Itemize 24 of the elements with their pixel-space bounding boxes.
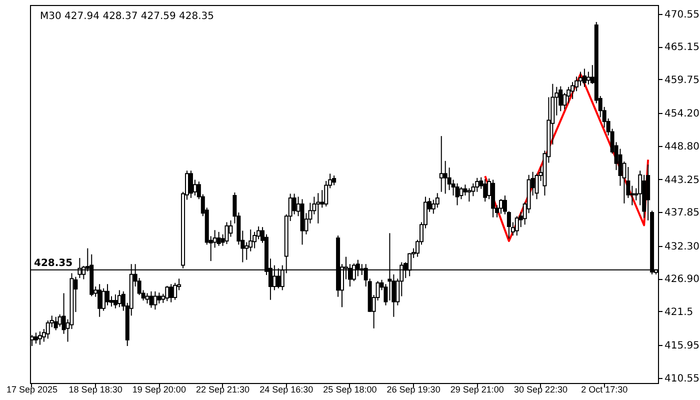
x-tick-label: 2 Oct 17:30 bbox=[581, 384, 628, 394]
y-tick-label: 437.85 bbox=[664, 208, 700, 219]
x-tick-label: 30 Sep 22:30 bbox=[514, 384, 568, 394]
x-tick-label: 18 Sep 18:30 bbox=[68, 384, 122, 394]
x-tick-label: 25 Sep 18:00 bbox=[323, 384, 377, 394]
y-tick-label: 432.30 bbox=[664, 241, 700, 252]
x-tick-label: 19 Sep 20:00 bbox=[132, 384, 186, 394]
y-tick-label: 470.55 bbox=[664, 9, 700, 20]
y-tick-label: 421.5 bbox=[664, 306, 694, 318]
x-tick-label: 24 Sep 16:30 bbox=[260, 384, 314, 394]
x-tick-label: 26 Sep 19:30 bbox=[386, 384, 440, 394]
y-tick-label: 426.90 bbox=[664, 274, 700, 286]
ref-line-label: 428.35 bbox=[34, 258, 73, 269]
y-tick-label: 448.80 bbox=[664, 141, 700, 152]
text: M30 427.94 428.37 427.59 428.35 bbox=[40, 11, 214, 22]
y-tick-label: 459.75 bbox=[664, 74, 700, 86]
y-tick-label: 454.20 bbox=[664, 108, 700, 120]
y-tick-label: 443.25 bbox=[664, 174, 700, 186]
y-tick-label: 415.95 bbox=[664, 340, 700, 352]
y-tick-label: 465.15 bbox=[664, 42, 700, 54]
y-tick-label: 410.55 bbox=[664, 373, 700, 384]
x-tick-label: 22 Sep 21:30 bbox=[196, 384, 250, 394]
x-tick-label: 17 Sep 2025 bbox=[6, 384, 58, 394]
x-tick-label: 29 Sep 21:00 bbox=[450, 384, 504, 394]
